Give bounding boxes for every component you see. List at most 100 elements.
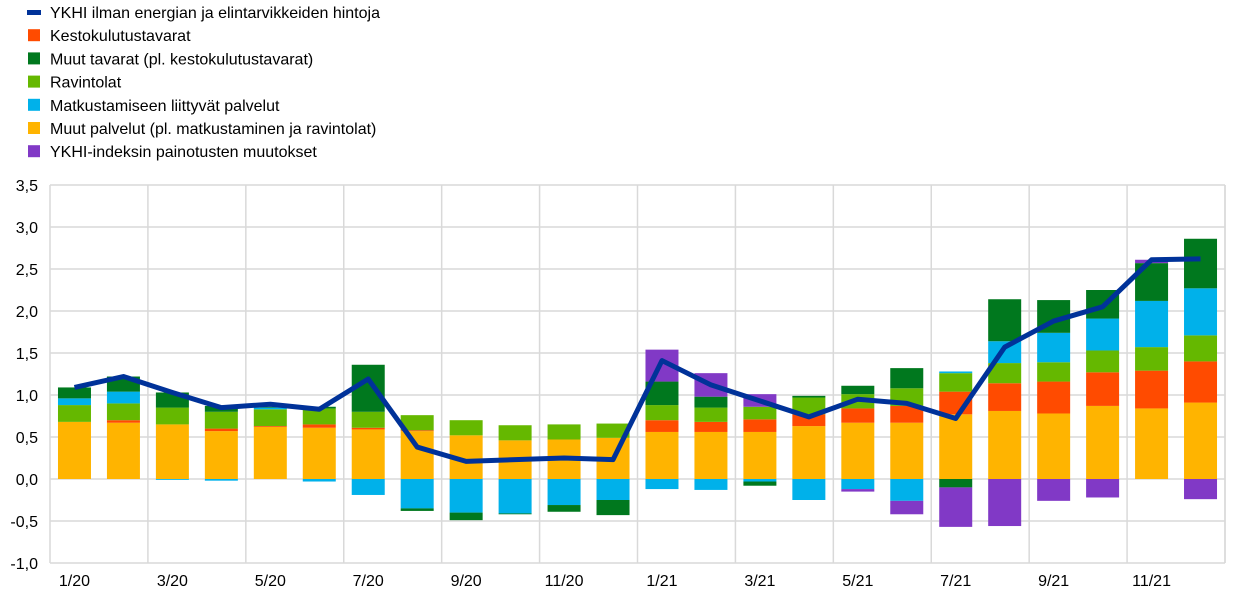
bar-segment	[1037, 332, 1071, 363]
bar-segment	[1184, 361, 1218, 403]
x-tick-label: 11/20	[545, 573, 584, 590]
bar-segment	[890, 405, 924, 423]
bar-segment	[1037, 413, 1071, 479]
bar-segment	[302, 424, 336, 428]
bar-segment	[792, 414, 826, 427]
bar-segment	[1086, 318, 1120, 351]
bar-segment	[743, 431, 777, 479]
bar-segment	[547, 479, 581, 506]
bar-segment	[302, 427, 336, 479]
legend-label: Kestokulutustavarat	[50, 28, 191, 45]
x-tick-label: 1/20	[59, 573, 90, 590]
bar-segment	[351, 427, 385, 430]
x-tick-label: 7/20	[353, 573, 384, 590]
bar-segment	[302, 479, 336, 482]
legend-label: Muut palvelut (pl. matkustaminen ja ravi…	[50, 121, 376, 138]
bar-segment	[400, 508, 434, 511]
bar-segment	[939, 487, 973, 527]
bar-segment	[449, 479, 483, 513]
legend-swatch	[28, 75, 40, 88]
bar-segment	[988, 383, 1022, 411]
bar-segment	[351, 411, 385, 428]
bar-segment	[694, 479, 728, 490]
bar-segment	[645, 479, 679, 490]
bar-segment	[988, 410, 1022, 479]
bar-segment	[449, 512, 483, 521]
bar-segment	[645, 405, 679, 421]
bar-segment	[939, 373, 973, 392]
bar-segment	[155, 407, 189, 425]
bar-segment	[1037, 381, 1071, 414]
bar-segment	[253, 409, 287, 427]
bar-segment	[253, 407, 287, 410]
series-line	[73, 256, 1201, 464]
bar-segment	[1037, 362, 1071, 382]
bar-segment	[57, 398, 91, 406]
bar-segment	[1135, 347, 1169, 371]
bar-segment	[106, 420, 140, 423]
y-tick-label: 3,0	[16, 220, 38, 237]
bar-segment	[792, 426, 826, 479]
bar-segment	[939, 479, 973, 488]
bar-segment	[204, 428, 238, 432]
bar-segment	[400, 431, 434, 479]
y-tick-label: 2,0	[16, 304, 38, 321]
bar-segment	[645, 420, 679, 432]
legend-label: Muut tavarat (pl. kestokulutustavarat)	[50, 51, 313, 68]
bar-segment	[498, 479, 532, 514]
bar-segment	[939, 414, 973, 479]
bar-segment	[743, 419, 777, 432]
bar-segment	[743, 406, 777, 420]
bar-segment	[253, 406, 287, 408]
bar-segment	[155, 479, 189, 480]
bar-segment	[547, 424, 581, 440]
bar-segment	[743, 479, 777, 482]
legend-label: Matkustamiseen liittyvät palvelut	[50, 98, 280, 115]
legend-label: YKHI-indeksin painotusten muutokset	[50, 144, 317, 161]
bar-segment	[1184, 238, 1218, 289]
bar-segment	[400, 415, 434, 431]
x-tick-label: 3/20	[157, 573, 188, 590]
bar-segment	[988, 363, 1022, 384]
x-tick-label: 9/21	[1038, 573, 1069, 590]
x-tick-label: 3/21	[744, 573, 775, 590]
y-tick-label: 0,0	[16, 472, 38, 489]
bar-segment	[792, 397, 826, 415]
bar-segment	[841, 422, 875, 479]
bar-segment	[204, 431, 238, 479]
bar-segment	[498, 425, 532, 441]
legend-label: Ravintolat	[50, 75, 122, 92]
x-tick-label: 5/21	[842, 573, 873, 590]
bar-segment	[57, 421, 91, 479]
bar-segment	[841, 489, 875, 492]
bar-segment	[596, 423, 630, 438]
bar-segment	[155, 424, 189, 479]
bar-segment	[106, 391, 140, 404]
bar-segment	[1184, 288, 1218, 336]
x-tick-label: 7/21	[940, 573, 971, 590]
bar-segment	[841, 385, 875, 395]
bar-segment	[890, 422, 924, 479]
bar-segment	[841, 408, 875, 423]
bar-segment	[890, 479, 924, 501]
bar-segment	[792, 479, 826, 500]
bar-segment	[596, 500, 630, 516]
bar-segment	[547, 505, 581, 512]
bar-segment	[449, 420, 483, 436]
y-tick-label: -0,5	[10, 514, 38, 531]
bar-segment	[694, 431, 728, 479]
bar-segment	[1135, 408, 1169, 479]
bar-segment	[694, 407, 728, 422]
bar-segment	[939, 371, 973, 374]
bar-segment	[1086, 479, 1120, 498]
legend-swatch	[28, 52, 40, 65]
bar-segment	[743, 481, 777, 486]
bar-segment	[1135, 300, 1169, 348]
bar-segment	[841, 479, 875, 490]
bar-segment	[1086, 372, 1120, 406]
bar-segment	[988, 479, 1022, 527]
y-tick-label: 2,5	[16, 262, 38, 279]
x-tick-label: 1/21	[646, 573, 677, 590]
bar-segment	[1184, 402, 1218, 479]
